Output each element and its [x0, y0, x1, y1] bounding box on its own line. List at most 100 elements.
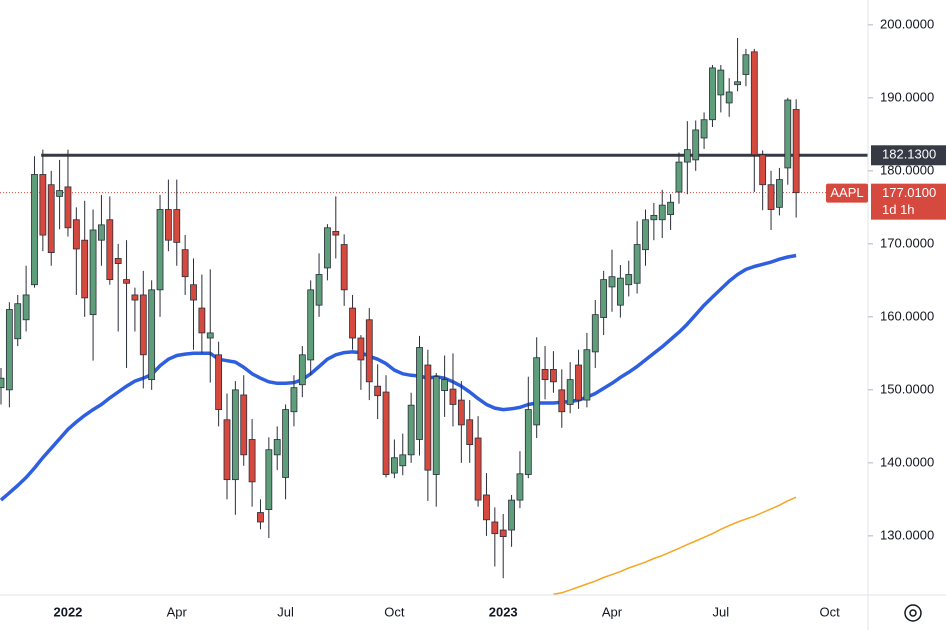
candle-body — [399, 454, 407, 467]
countdown-label: 1d 1h — [882, 202, 915, 217]
candle-body — [349, 307, 356, 339]
x-tick-label: Oct — [384, 604, 405, 619]
x-tick-label: 2023 — [489, 604, 518, 619]
candle-body — [449, 388, 457, 405]
candle-body — [709, 67, 716, 121]
x-tick-label: 2022 — [53, 604, 82, 619]
candle-body — [64, 186, 72, 229]
candle-body — [0, 377, 5, 389]
candle-body — [72, 219, 80, 250]
candle-body — [642, 219, 649, 251]
candle-body — [474, 437, 482, 501]
candle-body — [583, 349, 591, 401]
candle-body — [700, 119, 708, 139]
candle-body — [633, 244, 641, 284]
candle-body — [315, 274, 323, 306]
candle-body — [290, 387, 298, 413]
candle-body — [734, 81, 741, 86]
candle-body — [56, 190, 63, 197]
plot-area — [0, 37, 868, 595]
candle-body — [156, 209, 164, 291]
candle-body — [31, 174, 38, 286]
candle-body — [5, 309, 13, 391]
candle-body — [181, 249, 189, 278]
candle-body — [14, 303, 22, 340]
candle-body — [374, 385, 382, 397]
candle-body — [231, 389, 239, 481]
candle-body — [89, 229, 97, 316]
candle-body — [650, 214, 658, 221]
candle-body — [248, 439, 256, 483]
candle-body — [265, 449, 273, 510]
moving-average — [0, 253, 797, 502]
y-tick-label: 190.0000 — [880, 89, 934, 104]
y-tick-label: 130.0000 — [880, 527, 934, 542]
candle-body — [114, 258, 122, 264]
candle-body — [675, 161, 683, 193]
candle-body — [667, 201, 674, 216]
candle-body — [742, 54, 750, 75]
candle-body — [558, 389, 566, 413]
y-tick-label: 180.0000 — [880, 162, 934, 177]
candle-body — [273, 439, 281, 456]
candle-body — [725, 91, 733, 104]
candle-body — [357, 337, 365, 361]
candle-body — [298, 354, 306, 386]
candle-body — [508, 499, 515, 531]
candle-body — [692, 129, 700, 161]
y-tick-label: 170.0000 — [880, 235, 934, 250]
settings-icon[interactable] — [904, 604, 922, 622]
candle-body — [382, 391, 390, 475]
candle-body — [39, 174, 47, 236]
candle-body — [491, 521, 499, 535]
candle-body — [516, 473, 524, 501]
candle-body — [499, 529, 507, 537]
last-price-label: 177.0100 — [882, 185, 936, 200]
candle-body — [750, 51, 758, 156]
candle-body — [566, 379, 574, 405]
candle-body — [550, 369, 557, 383]
y-tick-label: 200.0000 — [880, 16, 934, 31]
candle-body — [441, 379, 449, 391]
candle-body — [717, 69, 725, 96]
candle-body — [240, 394, 248, 456]
candle-body — [457, 399, 465, 426]
last-price-box — [871, 183, 946, 220]
candle-body — [282, 409, 289, 478]
candle-body — [466, 419, 474, 446]
candle-body — [332, 231, 340, 236]
x-tick-label: Apr — [167, 604, 188, 619]
candle-body — [407, 404, 415, 456]
candle-body — [307, 289, 315, 361]
candle-body — [424, 364, 432, 471]
x-tick-label: Apr — [602, 604, 623, 619]
candle-body — [148, 289, 156, 381]
candle-body — [658, 204, 666, 221]
candle-body — [759, 154, 767, 186]
x-tick-label: Jul — [713, 604, 730, 619]
candle-body — [164, 209, 172, 241]
candle-body — [139, 294, 147, 356]
moving-average — [553, 496, 797, 595]
candle-body — [524, 409, 532, 475]
candle-body — [123, 279, 130, 284]
candle-body — [365, 319, 373, 383]
symbol-box — [826, 183, 868, 203]
candle-body — [257, 512, 264, 523]
axes: 130.0000 140.0000 150.0000 160.0000 170.0000… — [53, 16, 946, 619]
candle-body — [767, 184, 775, 210]
candle-body — [206, 332, 214, 339]
candle-body — [483, 494, 490, 521]
candle-body — [683, 149, 691, 163]
y-tick-label: 150.0000 — [880, 381, 934, 396]
y-tick-label: 160.0000 — [880, 308, 934, 323]
candle-body — [792, 109, 800, 194]
candle-body — [575, 364, 582, 401]
candle-body — [340, 244, 348, 291]
candle-body — [131, 294, 139, 301]
x-tick-label: Jul — [277, 604, 294, 619]
candle-body — [190, 284, 197, 301]
candle-body — [784, 99, 792, 169]
candle-body — [198, 307, 206, 334]
